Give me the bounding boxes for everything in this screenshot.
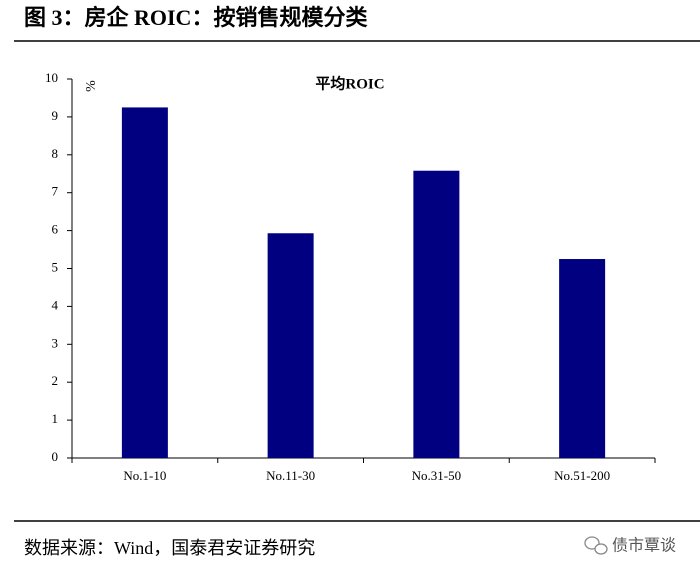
y-tick-label: 1	[52, 411, 59, 426]
source: 数据来源：Wind，国泰君安证券研究	[24, 538, 315, 558]
y-tick-label: 5	[52, 259, 59, 274]
bar	[413, 170, 460, 458]
y-tick-label: 9	[52, 108, 59, 123]
watermark-icon	[584, 536, 608, 555]
figure-title: 图 3：房企 ROIC：按销售规模分类	[24, 5, 368, 30]
watermark: 债市覃谈	[612, 536, 676, 555]
y-tick-label: 6	[52, 222, 59, 237]
y-tick-label: 4	[52, 297, 59, 312]
x-tick-label: No.51-200	[554, 468, 610, 483]
x-tick-label: No.31-50	[412, 468, 461, 483]
y-tick-label: 3	[52, 335, 59, 350]
x-tick-label: No.1-10	[123, 468, 166, 483]
y-tick-label: 7	[52, 184, 59, 199]
y-axis-label: %	[84, 80, 99, 92]
y-tick-label: 8	[52, 146, 59, 161]
bar	[559, 259, 606, 458]
y-tick-label: 10	[45, 70, 58, 85]
y-tick-label: 2	[52, 373, 59, 388]
y-tick-label: 0	[52, 449, 59, 464]
bar	[121, 107, 168, 459]
chart-title: 平均ROIC	[315, 74, 384, 92]
bar	[267, 233, 314, 458]
x-tick-label: No.11-30	[266, 468, 315, 483]
